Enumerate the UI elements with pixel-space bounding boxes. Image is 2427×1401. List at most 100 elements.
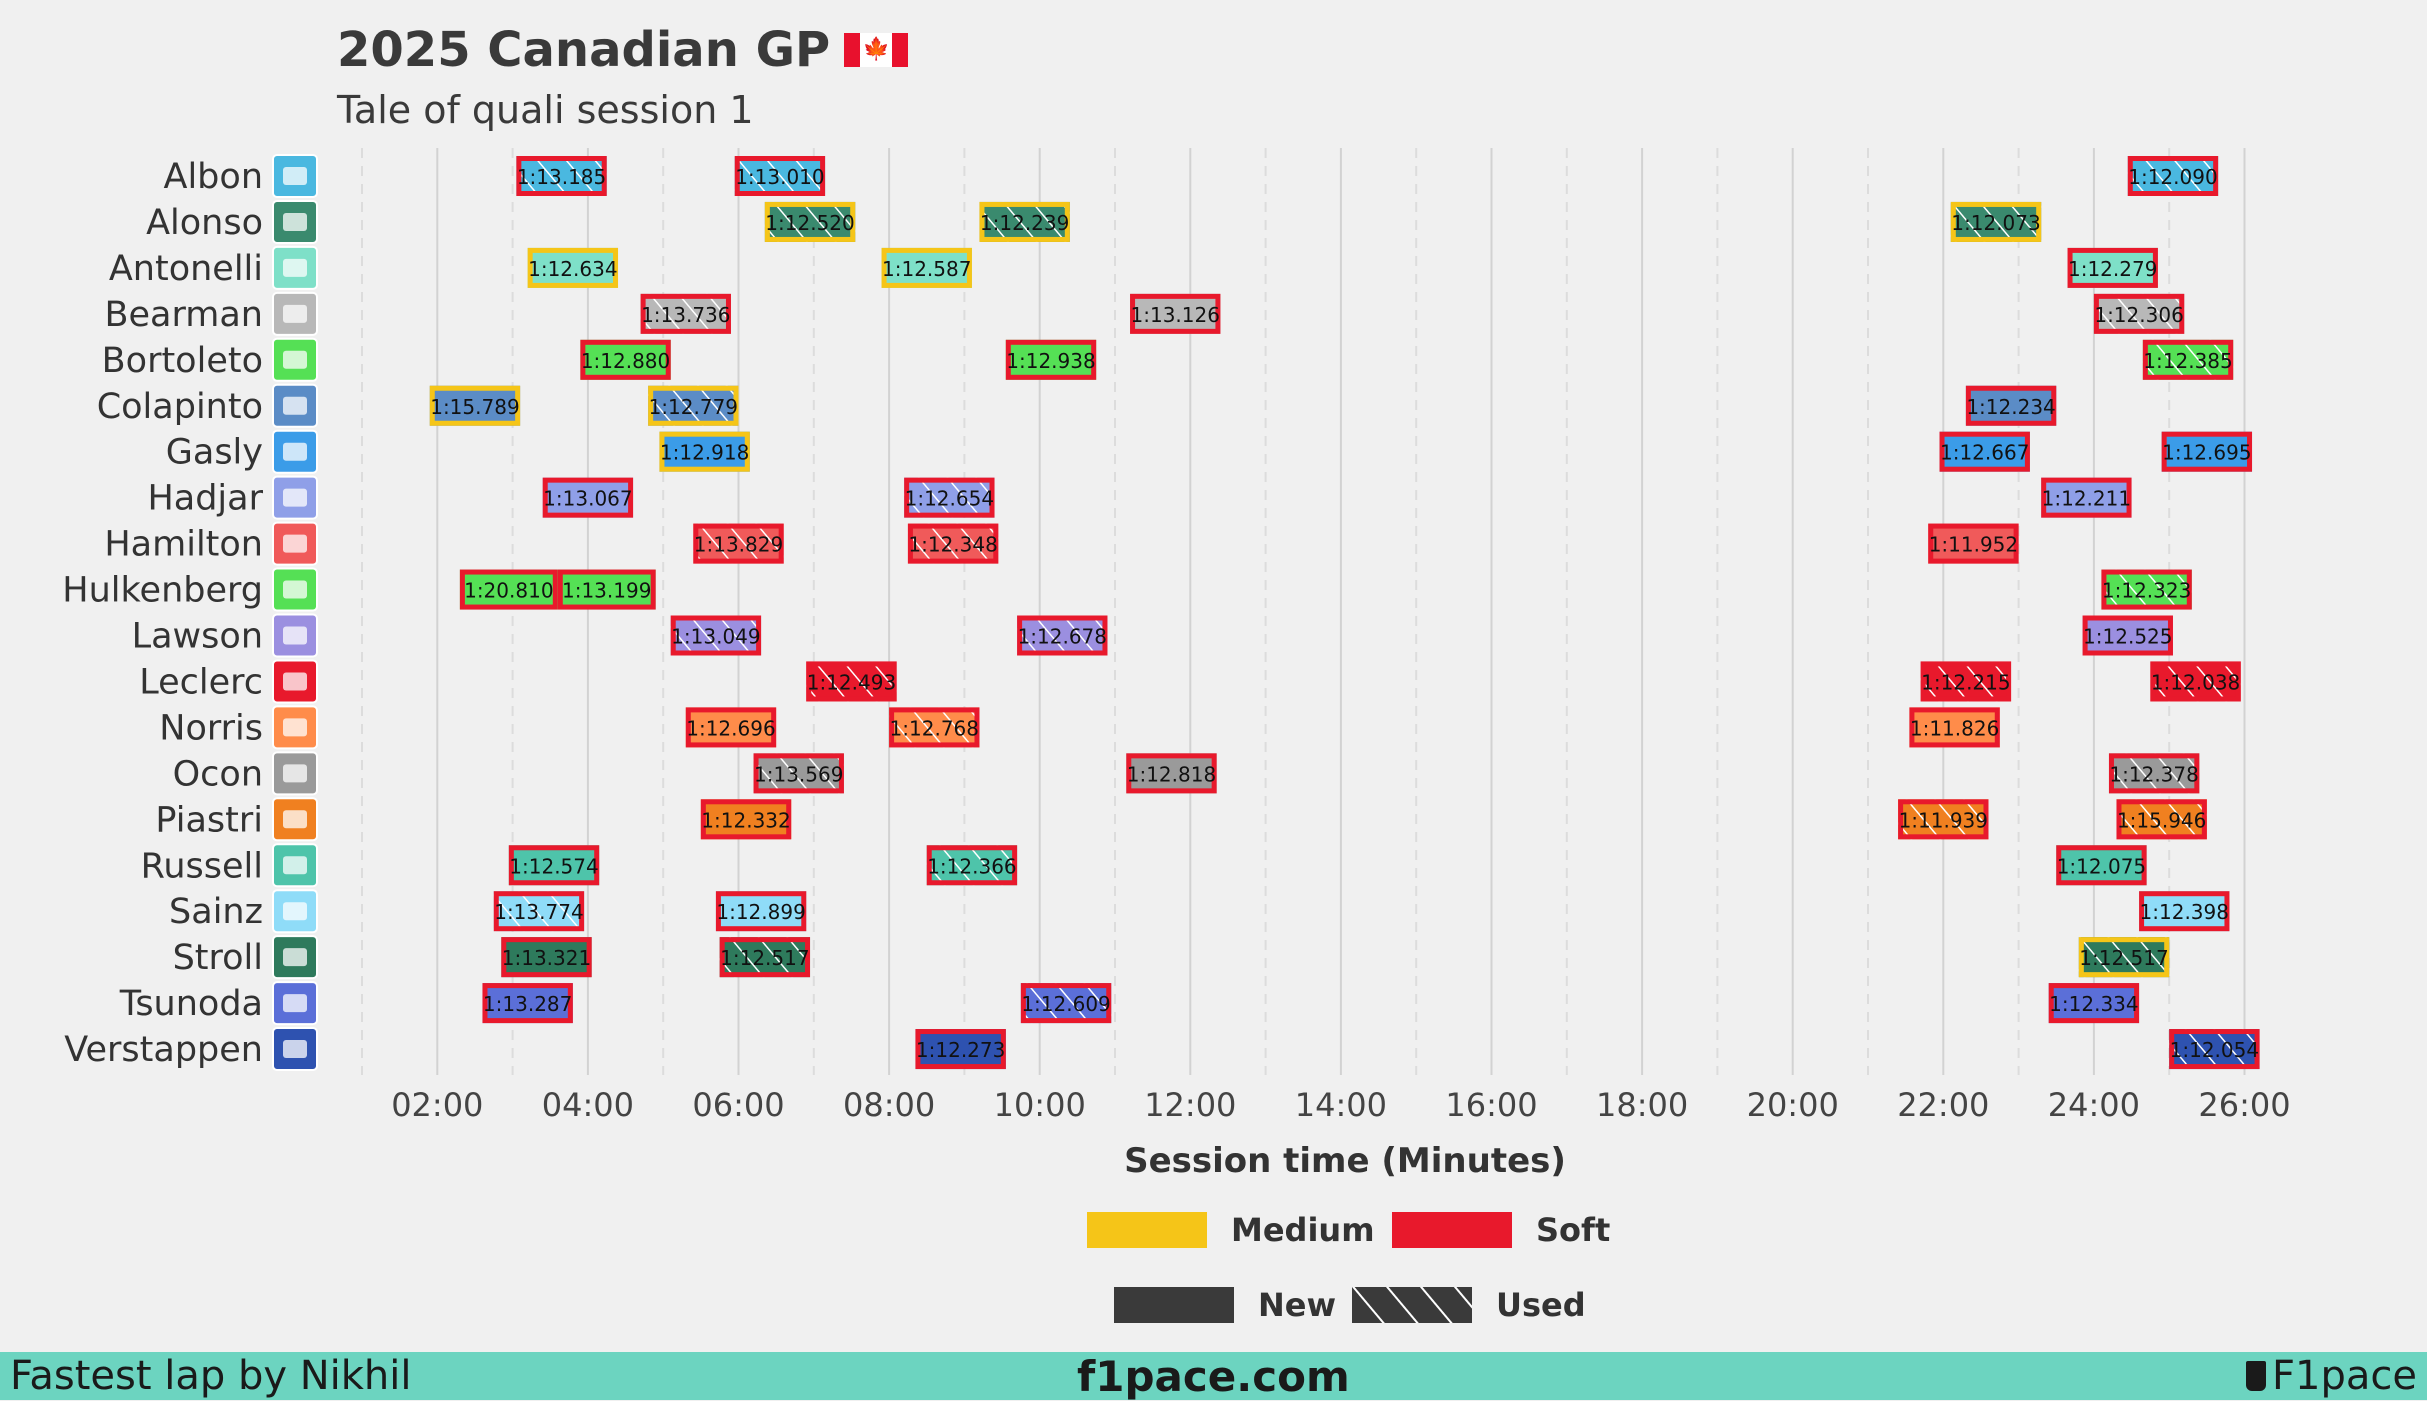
lap-bar-fill [2161,431,2253,472]
alpine-logo-icon [272,383,318,428]
lap-bar-hatch [719,937,811,978]
lap-bar-compound-border [2067,247,2158,288]
driver-name-label: Hadjar [147,479,263,519]
lap-bar-fill [482,983,573,1024]
lap-bar-compound-border [2082,615,2173,656]
lap-time-label: 1:12.332 [701,808,790,832]
lap-bar-compound-border [753,753,844,794]
team-icon-mark [283,304,307,323]
lap-time-label: 1:12.334 [2049,992,2138,1016]
lap-time-label: 1:12.211 [2042,487,2131,511]
lap-time-label: 1:12.073 [1951,211,2040,235]
lap-bar-compound-border [715,891,807,932]
lap-time-label: 1:12.215 [1921,670,2010,694]
red-bull-logo-icon [272,981,318,1026]
lap-bar-compound-border [2142,339,2234,380]
lap-bar-compound-border [659,431,750,472]
lap-time-label: 1:11.952 [1929,533,2018,557]
team-icon-mark [283,718,307,737]
lap-bar: 1:13.199 [557,569,656,610]
lap-time-label: 1:12.667 [1940,441,2029,465]
ferrari-logo-icon [272,521,318,566]
footer-site-link[interactable]: f1pace.com [1077,1351,1350,1401]
lap-time-label: 1:12.306 [2094,303,2183,327]
lap-bar-hatch [2093,293,2185,334]
lap-bar: 1:13.126 [1130,293,1221,334]
lap-bar-compound-border [670,615,762,656]
grid-lines [361,148,2246,1075]
lap-bar-fill [1965,385,2057,426]
lap-time-label: 1:13.321 [502,946,591,970]
lap-bar-compound-border [1005,339,1097,380]
lap-bar-compound-border [2169,1029,2260,1070]
lap-time-label: 1:12.038 [2151,670,2240,694]
lap-bar: 1:12.918 [659,431,750,472]
lap-bar-compound-border [2101,569,2192,610]
lap-bar-fill [2041,477,2132,518]
lap-time-label: 1:12.678 [1018,625,1107,649]
lap-bar: 1:12.654 [904,477,995,518]
driver-name-label: Colapinto [97,387,263,427]
lap-bar-compound-border [926,845,1018,886]
lap-time-label: 1:12.398 [2140,900,2229,924]
lap-bar-fill [1909,707,2000,748]
lap-bar-compound-border [889,707,980,748]
lap-bar: 1:12.695 [2161,431,2253,472]
driver-name-label: Ocon [173,754,263,794]
legend-used-swatch [1352,1287,1472,1323]
mercedes-logo-icon [272,245,318,290]
chart-title-text: 2025 Canadian GP [337,22,831,78]
lap-time-label: 1:13.126 [1131,303,1220,327]
lap-bar-hatch [2150,661,2241,702]
x-tick-label: 18:00 [1596,1086,1688,1124]
legend-new-swatch [1114,1287,1234,1323]
lap-bar-compound-border [2139,891,2230,932]
driver-name-label: Gasly [166,433,263,473]
lap-time-label: 1:12.054 [2170,1038,2259,1062]
lap-bar: 1:12.667 [1939,431,2030,472]
lap-bar-compound-border [2056,845,2147,886]
lap-bar: 1:12.090 [2127,156,2219,196]
driver-name-label: Verstappen [64,1030,263,1070]
footer-bar: Fastest lap by Nikhil f1pace.com F1pace [0,1351,2427,1401]
lap-time-label: 1:12.075 [2057,854,2146,878]
lap-bar-compound-border [979,201,1070,242]
team-icon-mark [283,258,307,277]
lap-bar: 1:13.736 [640,293,731,334]
lap-bar: 1:12.073 [1950,201,2042,242]
legend-soft-label: Soft [1536,1211,1611,1249]
lap-bar-fill [2067,247,2158,288]
driver-name-label: Russell [141,846,263,886]
lap-time-label: 1:12.385 [2143,349,2232,373]
lap-bar-fill [1126,753,1217,794]
lap-bar-fill [2139,891,2230,932]
lap-time-label: 1:12.234 [1966,395,2055,419]
lap-time-label: 1:13.067 [543,487,632,511]
lap-bar-compound-border [557,569,656,610]
lap-bar-fill [2082,615,2173,656]
lap-time-label: 1:12.768 [890,716,979,740]
aston-martin-logo-icon [272,935,318,980]
lap-bar: 1:12.306 [2093,293,2185,334]
lap-bar-compound-border [429,385,521,426]
mclaren-logo-icon [272,705,318,750]
legend-soft: Soft [1392,1211,1610,1249]
lap-bar-fill [2048,983,2140,1024]
team-icon-mark [283,810,307,829]
lap-bar-compound-border [2161,431,2253,472]
team-icon-mark [283,994,307,1013]
lap-bar-hatch [648,385,739,426]
lap-time-label: 1:13.010 [735,165,824,189]
lap-bar-compound-border [1909,707,2000,748]
lap-time-label: 1:13.049 [671,625,760,649]
lap-bar-compound-border [508,845,600,886]
lap-bar-fill [429,385,521,426]
lap-bars: 1:13.185 1:13.010 1:12.090 1:12.520 1:12.239… [429,156,2260,1070]
x-tick-label: 06:00 [692,1086,784,1124]
lap-bar-hatch [693,523,784,564]
ferrari-logo-icon [272,659,318,704]
lap-time-label: 1:12.918 [660,441,749,465]
driver-name-label: Alonso [146,203,263,243]
lap-bar-hatch [764,201,856,242]
lap-time-label: 1:12.818 [1127,762,1216,786]
